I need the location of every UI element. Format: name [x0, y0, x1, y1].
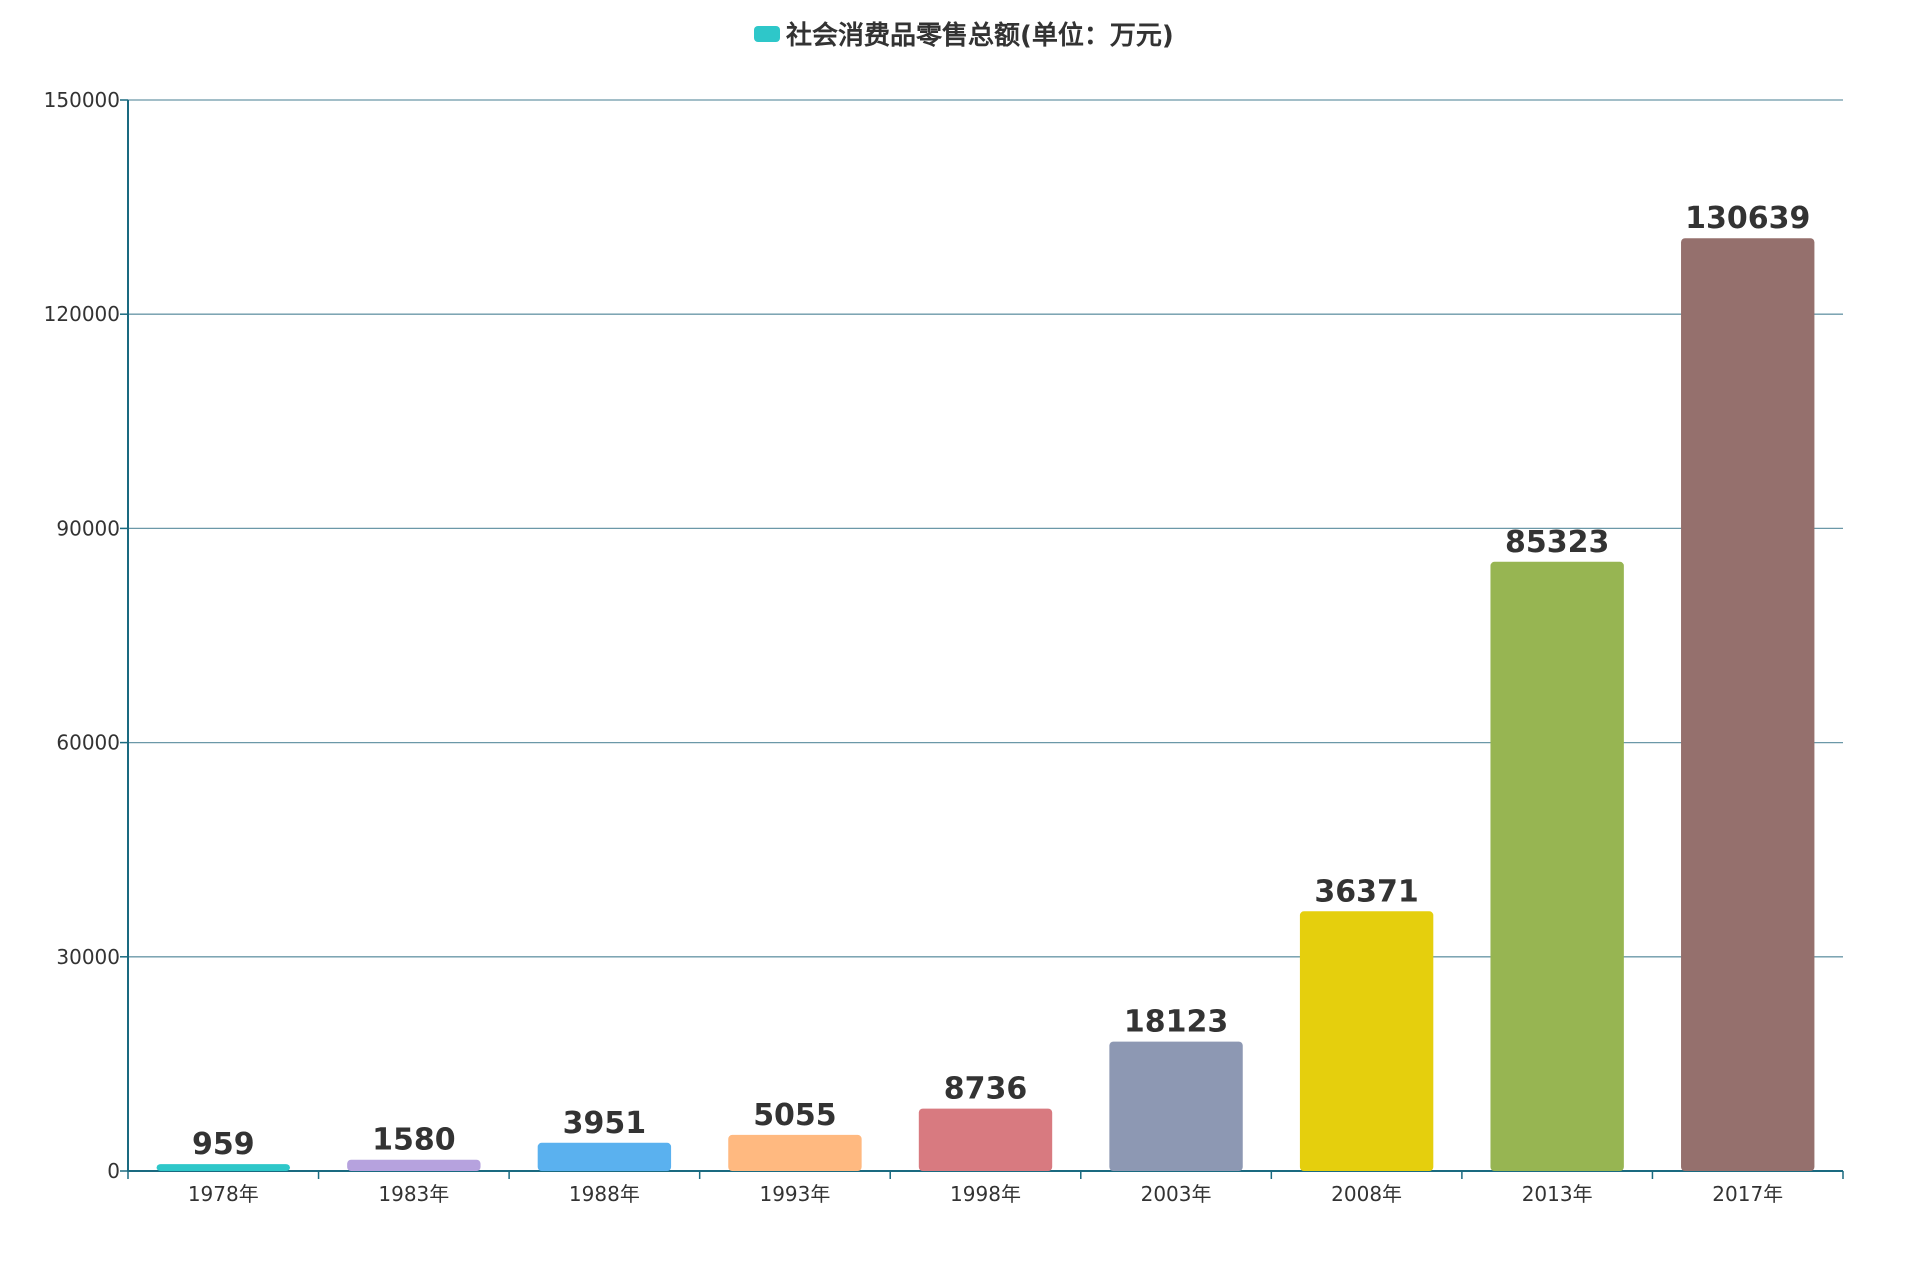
x-tick-label: 1983年 — [378, 1182, 449, 1206]
y-axis: 0 30000 60000 90000 120000 150000 — [44, 88, 129, 1183]
x-tick-label: 1993年 — [759, 1182, 830, 1206]
data-label: 18123 — [1124, 1005, 1228, 1040]
data-label: 5055 — [753, 1098, 837, 1133]
data-label: 130639 — [1685, 201, 1810, 236]
x-tick-label: 2003年 — [1141, 1182, 1212, 1206]
x-tick-label: 2013年 — [1522, 1182, 1593, 1206]
legend-swatch — [754, 26, 780, 42]
x-tick-label: 2008年 — [1331, 1182, 1402, 1206]
bar — [1299, 911, 1434, 1171]
bars — [156, 238, 1815, 1171]
x-axis: 1978年 1983年 1988年 1993年 1998年 2003年 2008年 2013年… — [127, 1170, 1844, 1206]
data-label: 85323 — [1505, 525, 1609, 560]
x-tick-label: 2017年 — [1712, 1182, 1783, 1206]
y-tick-label: 30000 — [56, 945, 120, 969]
y-tick-label: 0 — [107, 1159, 120, 1183]
bar — [1109, 1041, 1243, 1171]
data-label: 8736 — [944, 1072, 1028, 1107]
data-labels: 959 1580 3951 5055 8736 18123 36371 85323 130639 — [192, 201, 1810, 1162]
x-tick-label: 1988年 — [569, 1182, 640, 1206]
bar — [918, 1108, 1053, 1171]
data-label: 1580 — [372, 1123, 456, 1158]
y-tick-label: 120000 — [44, 302, 120, 326]
bar — [156, 1164, 290, 1171]
bar — [347, 1159, 481, 1171]
x-tick-label: 1998年 — [950, 1182, 1021, 1206]
legend-label: 社会消费品零售总额(单位：万元) — [786, 20, 1174, 51]
bar — [1490, 561, 1624, 1171]
bar — [728, 1134, 862, 1171]
data-label: 959 — [192, 1127, 255, 1162]
data-label: 3951 — [563, 1106, 647, 1141]
data-label: 36371 — [1314, 874, 1418, 909]
y-tick-label: 60000 — [56, 731, 120, 755]
bar — [1681, 238, 1815, 1171]
x-tick-label: 1978年 — [188, 1182, 259, 1206]
bar — [537, 1142, 672, 1171]
y-tick-label: 90000 — [56, 516, 120, 540]
legend[interactable]: 社会消费品零售总额(单位：万元) — [754, 20, 1174, 51]
y-tick-label: 150000 — [44, 88, 120, 112]
